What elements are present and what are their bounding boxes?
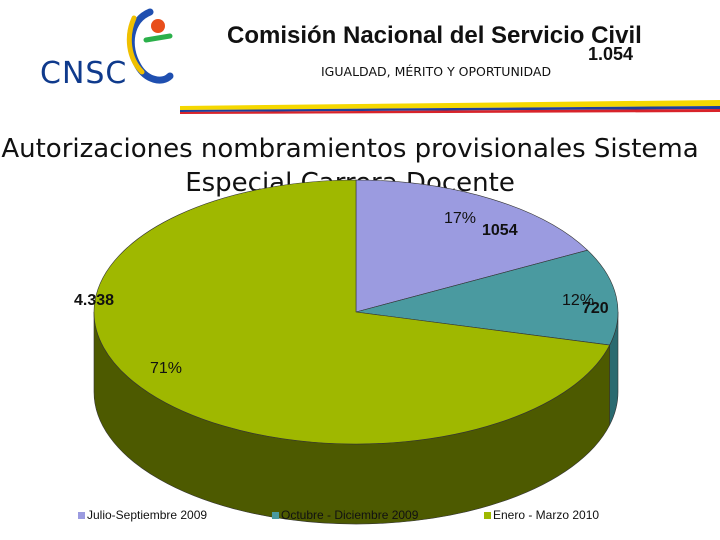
slice-percent-label-3: 71% [150, 360, 183, 377]
org-motto: IGUALDAD, MÉRITO Y OPORTUNIDAD [321, 64, 552, 79]
pie-slice-1 [355, 179, 589, 313]
flag-red-band [180, 109, 720, 114]
pie-slice-2 [355, 249, 619, 346]
legend-item-2: Octubre - Diciembre 2009 [272, 508, 418, 522]
slice-value-label-1: 1054 [482, 222, 518, 239]
flag-yellow-band [180, 100, 720, 110]
legend-item-3: Enero - Marzo 2010 [484, 508, 599, 522]
legend-label-1: Julio-Septiembre 2009 [87, 508, 208, 522]
cnsc-logo [126, 8, 174, 84]
slice-value-label-2: 720 [582, 300, 609, 317]
flag-blue-band [180, 106, 720, 112]
legend-swatch-1 [78, 512, 85, 520]
org-name: Comisión Nacional del Servicio Civil [227, 22, 642, 49]
legend-item-1: Julio-Septiembre 2009 [78, 508, 207, 522]
flag-bands [180, 100, 720, 114]
header-number: 1.054 [588, 44, 634, 64]
legend-swatch-3 [484, 512, 491, 520]
legend-label-2: Octubre - Diciembre 2009 [281, 508, 419, 522]
chart-legend: Julio-Septiembre 2009 Octubre - Diciembre… [78, 508, 698, 526]
slice-percent-label-1: 17% [444, 210, 477, 227]
legend-label-3: Enero - Marzo 2010 [493, 508, 600, 522]
pie-slice-3 [93, 179, 611, 445]
logo-text: CNSC [40, 56, 128, 91]
slice-percent-label-2: 12% [562, 292, 595, 309]
slice-value-label-3: 4.338 [74, 292, 115, 309]
legend-swatch-2 [272, 512, 279, 520]
